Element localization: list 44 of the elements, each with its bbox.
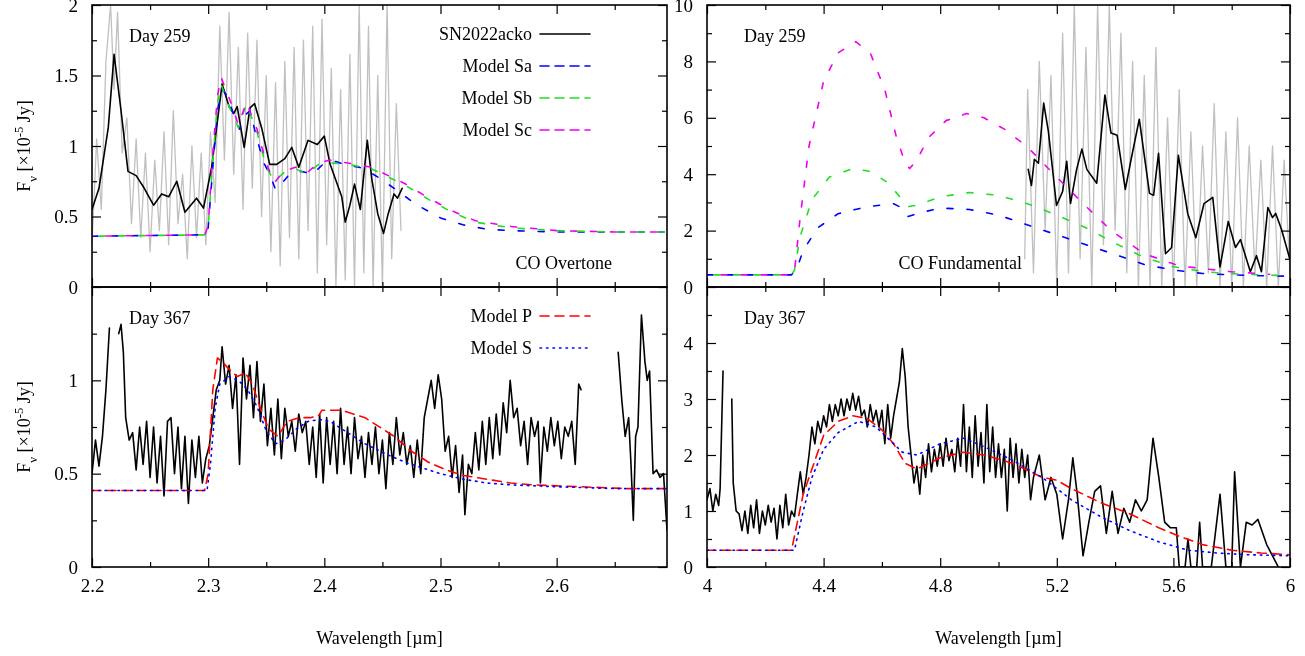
legend-label: Model P <box>470 306 532 326</box>
x-tick-label: 4 <box>702 575 713 597</box>
annotation: CO Overtone <box>515 253 612 273</box>
y-tick-label: 1.5 <box>54 65 78 87</box>
annotation: CO Fundamental <box>898 253 1022 273</box>
y-tick-label: 0 <box>683 556 693 578</box>
y-tick-label: 6 <box>683 107 693 129</box>
x-tick-label: 2.3 <box>196 575 221 597</box>
y-tick-label: 0.5 <box>54 463 78 485</box>
annotation: Day 367 <box>744 308 806 328</box>
y-tick-label: 4 <box>683 332 694 354</box>
y-tick-label: 0 <box>68 556 78 578</box>
annotation: Day 259 <box>129 26 191 46</box>
annotation: Day 259 <box>744 26 806 46</box>
y-tick-label: 3 <box>683 388 693 410</box>
x-tick-label: 2.4 <box>312 575 338 597</box>
y-tick-label: 0 <box>683 276 693 298</box>
x-tick-label: 4.8 <box>928 575 953 597</box>
y-tick-label: 1 <box>683 500 693 522</box>
x-tick-label: 6 <box>1285 575 1296 597</box>
x-tick-label: 5.6 <box>1162 575 1186 597</box>
line-series <box>92 5 402 287</box>
y-tick-label: 0 <box>68 276 78 298</box>
y-tick-label: 4 <box>683 163 694 185</box>
legend-label: Model S <box>470 338 532 358</box>
legend-label: Model Sa <box>462 56 533 76</box>
x-tick-label: 2.5 <box>429 575 453 597</box>
x-axis-title: Wavelength [µm] <box>316 628 443 648</box>
y-tick-label: 2 <box>683 220 693 242</box>
line-series <box>1024 5 1290 287</box>
y-tick-label: 2 <box>683 444 693 466</box>
y-tick-label: 8 <box>683 50 693 72</box>
x-axis-title: Wavelength [µm] <box>935 628 1062 648</box>
legend-label: Model Sc <box>462 120 533 140</box>
legend-label: SN2022acko <box>439 24 532 44</box>
x-tick-label: 5.2 <box>1045 575 1070 597</box>
y-tick-label: 1 <box>68 369 78 391</box>
x-tick-label: 2.6 <box>545 575 570 597</box>
x-tick-label: 4.4 <box>812 575 837 597</box>
legend-label: Model Sb <box>461 88 532 108</box>
y-tick-label: 1 <box>68 135 78 157</box>
y-tick-label: 0.5 <box>54 206 78 228</box>
x-tick-label: 2.2 <box>80 575 105 597</box>
annotation: Day 367 <box>129 308 191 328</box>
